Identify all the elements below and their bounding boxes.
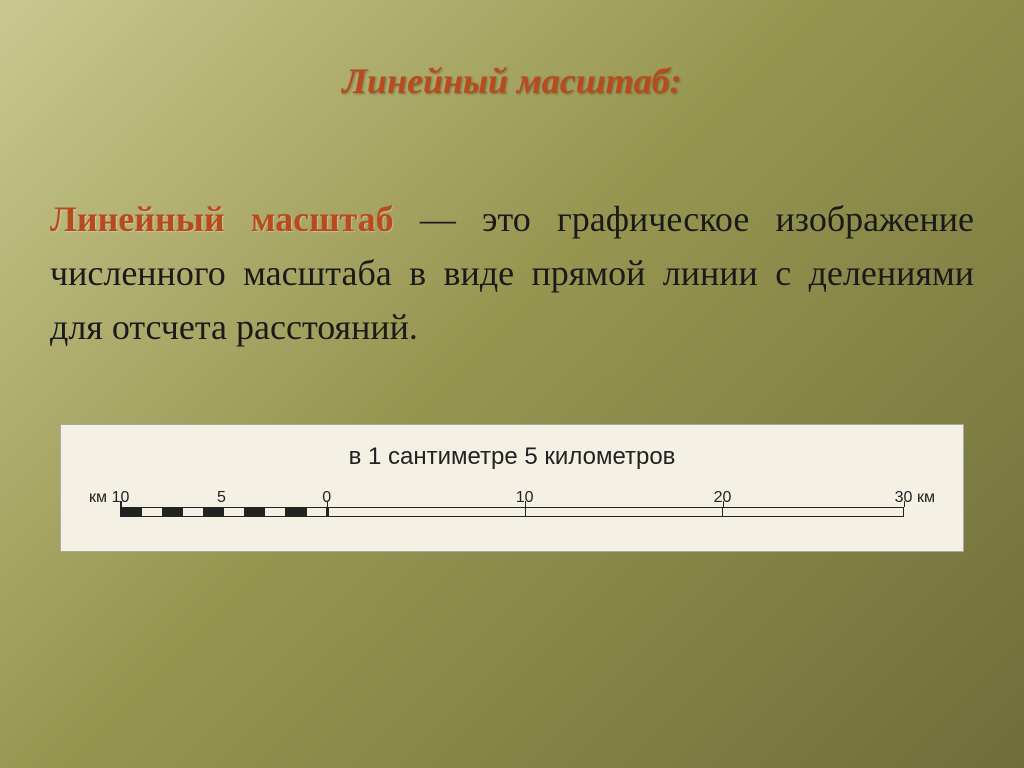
- bar-subsegment: [183, 508, 204, 516]
- slide-title: Линейный масштаб:: [40, 60, 984, 102]
- bar-divider: [327, 508, 329, 516]
- scale-figure: в 1 сантиметре 5 километров км км 105010…: [60, 424, 964, 552]
- scale-tick-label: 5: [217, 489, 226, 507]
- scale-labels-row: км км 1050102030: [91, 489, 933, 507]
- bar-track: [120, 507, 903, 517]
- bar-subsegment: [266, 508, 287, 516]
- bar-subsegment: [142, 508, 163, 516]
- bar-divider: [722, 508, 724, 516]
- bar-subsegment: [163, 508, 184, 516]
- bar-subsegment: [286, 508, 307, 516]
- bar-subsegment: [204, 508, 225, 516]
- bar-subsegment: [224, 508, 245, 516]
- definition-text: Линейный масштаб — это графическое изобр…: [40, 192, 984, 354]
- unit-label-right: км: [917, 489, 935, 507]
- bar-tick: [120, 501, 122, 507]
- bar-tick: [904, 501, 906, 507]
- bar-tick: [327, 501, 329, 507]
- bar-subsegment: [121, 508, 142, 516]
- bar-divider: [525, 508, 527, 516]
- bar-tick: [723, 501, 725, 507]
- unit-label-left: км: [89, 489, 107, 507]
- scale-bar: км км 1050102030: [91, 489, 933, 529]
- bar-subsegment: [245, 508, 266, 516]
- bar-subsegment: [307, 508, 328, 516]
- definition-term: Линейный масштаб: [50, 199, 394, 239]
- slide: Линейный масштаб: Линейный масштаб — это…: [0, 0, 1024, 768]
- scale-caption: в 1 сантиметре 5 километров: [91, 443, 933, 471]
- bar-tick: [525, 501, 527, 507]
